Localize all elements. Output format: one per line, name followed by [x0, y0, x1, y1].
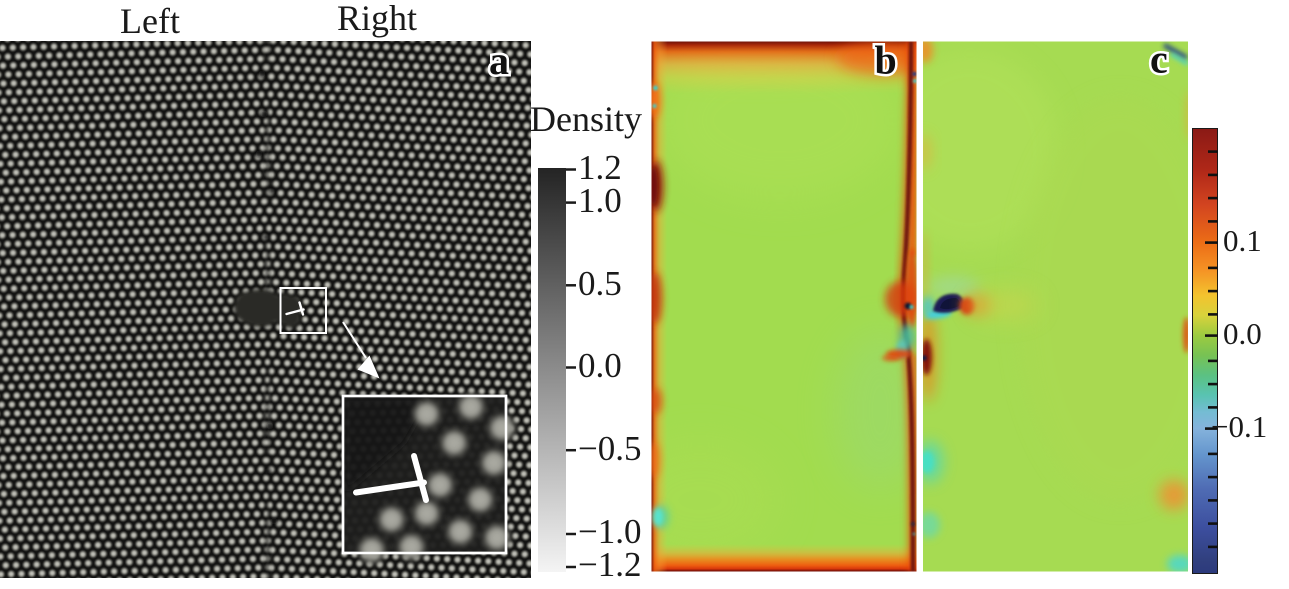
svg-text:b: b — [875, 41, 897, 83]
svg-text:c: c — [1150, 41, 1168, 82]
svg-text:a: a — [489, 41, 509, 83]
